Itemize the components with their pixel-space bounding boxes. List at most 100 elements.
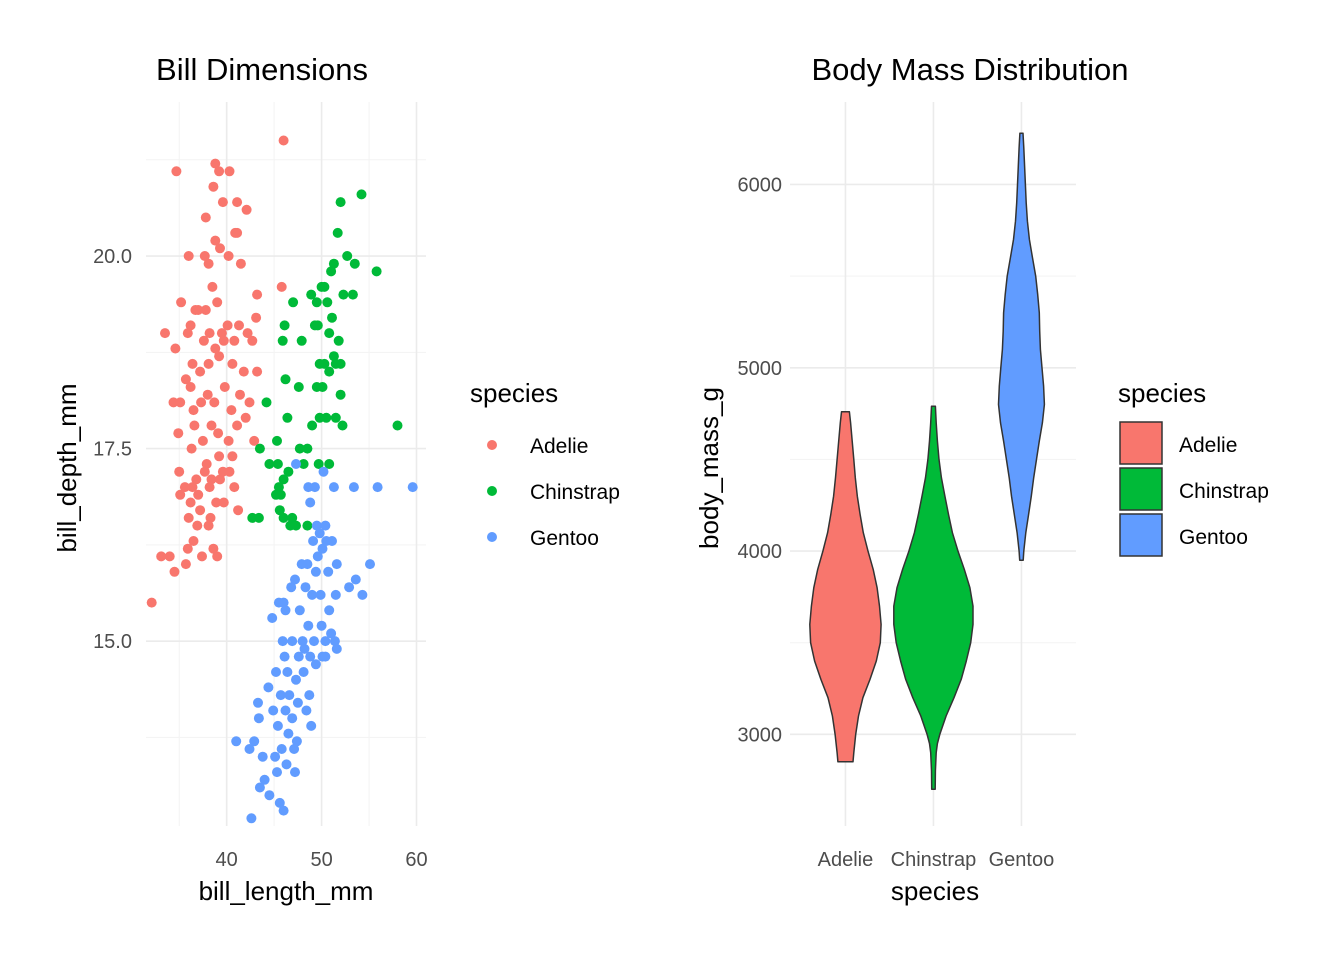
scatter-point-chinstrap — [330, 358, 341, 369]
scatter-point-gentoo — [294, 605, 305, 616]
scatter-point-adelie — [241, 204, 252, 215]
scatter-point-chinstrap — [335, 389, 346, 400]
scatter-point-adelie — [208, 181, 219, 192]
scatter-point-adelie — [252, 289, 263, 300]
scatter-point-chinstrap — [333, 335, 344, 346]
scatter-point-gentoo — [263, 682, 274, 693]
scatter-point-adelie — [234, 320, 244, 331]
violin-legend-key-gentoo — [1119, 513, 1163, 557]
scatter-point-adelie — [187, 482, 198, 493]
scatter-point-chinstrap — [254, 443, 265, 454]
violin-legend-key-chinstrap — [1119, 467, 1163, 511]
scatter-point-gentoo — [372, 482, 383, 493]
scatter-point-chinstrap — [335, 197, 346, 208]
scatter-point-chinstrap — [316, 281, 327, 292]
scatter-point-adelie — [171, 166, 182, 177]
violin-title: Body Mass Distribution — [811, 52, 1128, 87]
scatter-point-chinstrap — [332, 227, 343, 238]
violin-y-tick-label: 3000 — [738, 724, 783, 746]
scatter-point-adelie — [214, 166, 225, 177]
scatter-point-adelie — [196, 397, 207, 408]
scatter-point-adelie — [199, 251, 210, 261]
scatter-point-gentoo — [326, 628, 337, 639]
scatter-point-chinstrap — [253, 512, 264, 523]
scatter-point-adelie — [207, 281, 218, 292]
scatter-point-chinstrap — [327, 312, 337, 323]
scatter-point-chinstrap — [324, 328, 335, 339]
scatter-point-gentoo — [272, 767, 282, 778]
scatter-point-chinstrap — [279, 320, 290, 331]
scatter-point-adelie — [176, 297, 187, 308]
scatter-point-gentoo — [287, 713, 298, 724]
violin-panel: Adelie Chinstrap Gentoo 3000 4000 5000 6000 B… — [694, 52, 1269, 906]
violin-x-tick-labels: Adelie Chinstrap Gentoo — [818, 849, 1055, 871]
scatter-point-adelie — [193, 489, 204, 500]
scatter-point-gentoo — [306, 720, 317, 731]
scatter-point-adelie — [203, 258, 214, 269]
violin-legend-label: Gentoo — [1179, 526, 1248, 549]
scatter-point-chinstrap — [328, 258, 339, 269]
scatter-point-adelie — [210, 235, 221, 246]
scatter-point-adelie — [185, 320, 196, 331]
scatter-point-gentoo — [249, 736, 260, 747]
scatter-point-chinstrap — [324, 459, 335, 469]
scatter-point-gentoo — [308, 536, 319, 546]
scatter-point-chinstrap — [278, 474, 289, 485]
violin-x-axis-title: species — [891, 876, 979, 906]
scatter-point-gentoo — [407, 482, 418, 493]
scatter-point-gentoo — [299, 643, 310, 654]
scatter-point-gentoo — [307, 589, 318, 600]
scatter-point-adelie — [229, 482, 240, 493]
scatter-point-adelie — [235, 258, 246, 269]
violin-y-tick-label: 4000 — [738, 541, 783, 563]
scatter-legend-key-chinstrap — [487, 486, 497, 496]
scatter-point-adelie — [211, 497, 222, 508]
scatter-point-gentoo — [357, 589, 368, 600]
scatter-point-adelie — [232, 420, 243, 431]
scatter-x-axis-title: bill_length_mm — [199, 876, 374, 906]
scatter-point-chinstrap — [319, 358, 330, 369]
scatter-point-gentoo — [324, 605, 335, 616]
scatter-panel: 40 50 60 15.0 17.5 20.0 Bill Dimensions bill… — [52, 52, 620, 906]
scatter-point-adelie — [223, 435, 234, 446]
scatter-point-chinstrap — [275, 489, 286, 500]
scatter-point-chinstrap — [288, 297, 299, 308]
scatter-legend-key-gentoo — [487, 532, 497, 542]
scatter-point-chinstrap — [338, 289, 349, 300]
scatter-point-adelie — [235, 389, 245, 400]
scatter-point-gentoo — [315, 589, 326, 600]
scatter-point-gentoo — [275, 690, 286, 701]
scatter-point-gentoo — [296, 559, 307, 570]
scatter-point-adelie — [205, 512, 216, 523]
scatter-point-gentoo — [284, 690, 295, 701]
scatter-point-adelie — [189, 420, 200, 431]
scatter-point-adelie — [192, 520, 203, 531]
scatter-point-adelie — [169, 566, 180, 577]
scatter-point-adelie — [180, 559, 191, 570]
scatter-point-chinstrap — [298, 459, 309, 469]
scatter-point-gentoo — [282, 667, 293, 677]
scatter-point-gentoo — [278, 805, 289, 816]
scatter-point-chinstrap — [278, 512, 289, 523]
scatter-point-adelie — [224, 466, 235, 477]
scatter-point-adelie — [175, 397, 186, 408]
scatter-point-adelie — [251, 312, 262, 323]
scatter-point-adelie — [247, 335, 258, 346]
scatter-point-gentoo — [272, 720, 283, 731]
scatter-point-gentoo — [253, 697, 263, 708]
scatter-point-adelie — [195, 505, 206, 516]
scatter-point-gentoo — [327, 536, 337, 546]
scatter-point-chinstrap — [309, 320, 320, 331]
scatter-point-gentoo — [286, 582, 297, 593]
scatter-point-adelie — [195, 366, 206, 377]
scatter-point-chinstrap — [342, 251, 353, 261]
scatter-point-gentoo — [304, 690, 315, 701]
scatter-title: Bill Dimensions — [156, 52, 368, 87]
scatter-point-gentoo — [310, 566, 321, 577]
scatter-point-gentoo — [281, 759, 292, 770]
violin-adelie — [809, 411, 882, 763]
scatter-point-chinstrap — [326, 266, 337, 277]
scatter-point-gentoo — [365, 559, 375, 570]
scatter-point-adelie — [174, 466, 185, 477]
